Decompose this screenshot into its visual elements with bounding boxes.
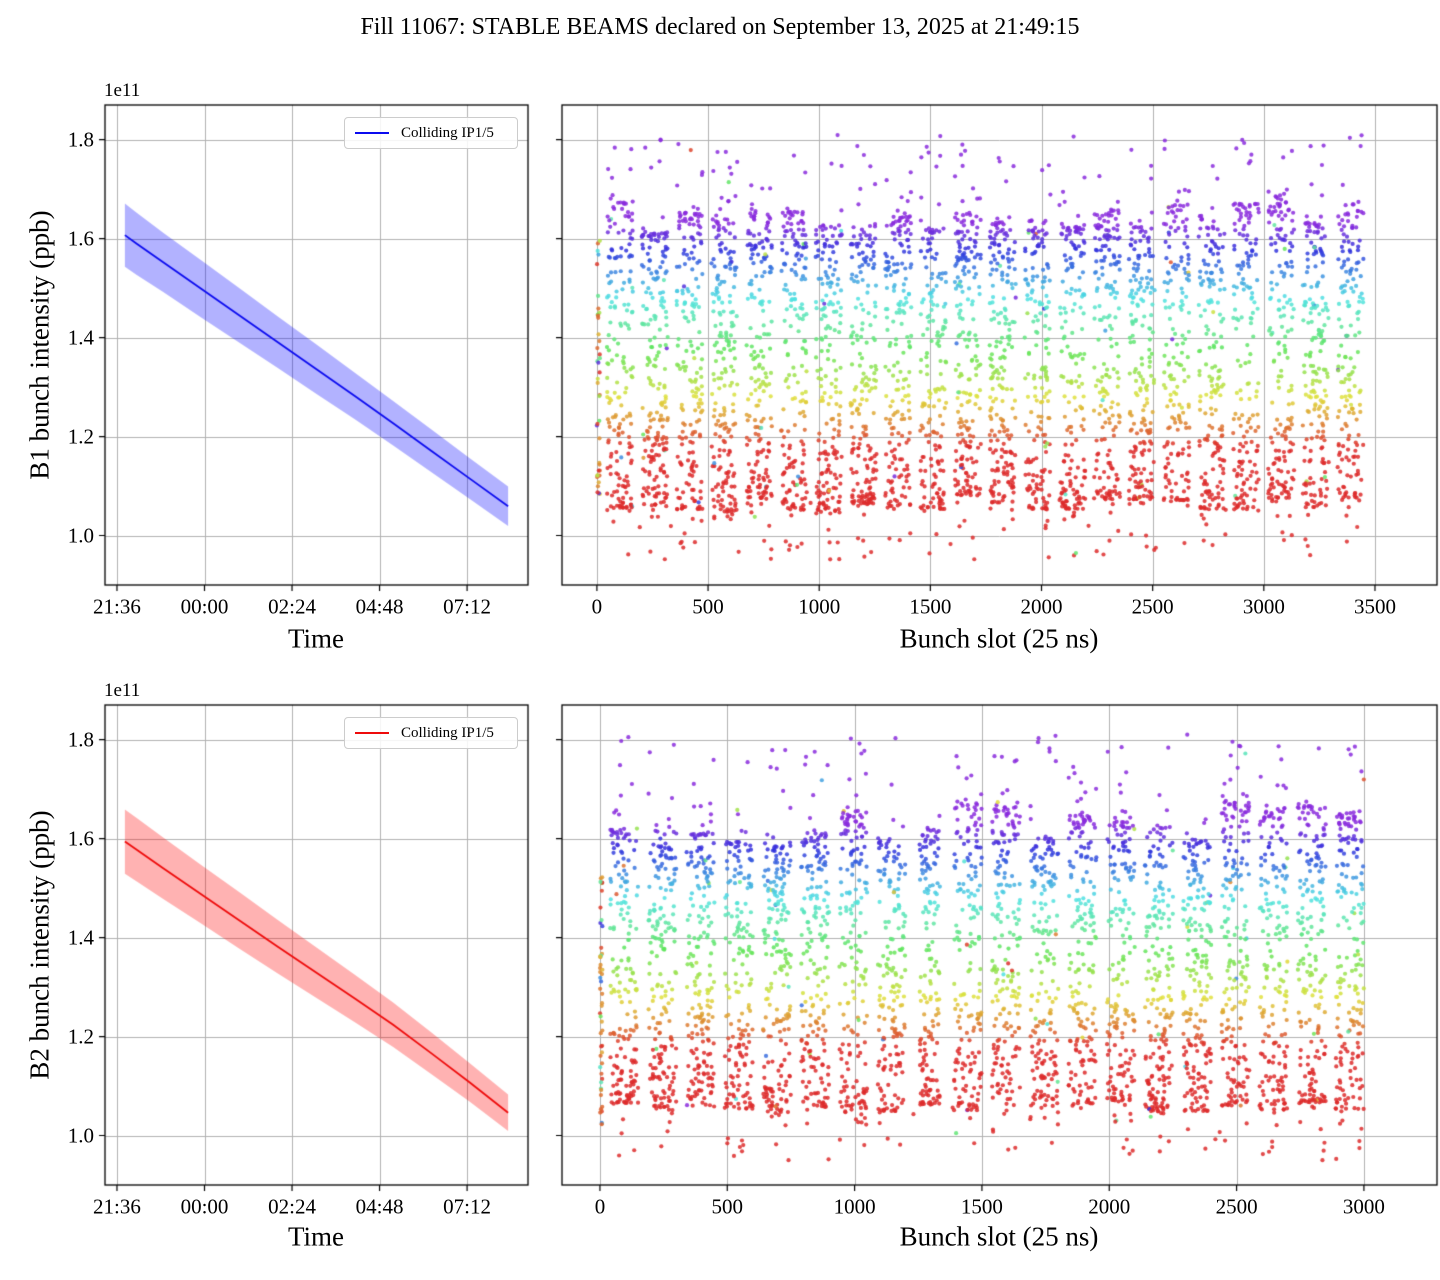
y-tick-label: 1.4 [67, 925, 94, 950]
x-tick-label: 00:00 [180, 1194, 229, 1219]
x-tick-label: 3000 [1342, 1194, 1385, 1219]
offset-text-b1: 1e11 [104, 80, 141, 101]
figure-title: Fill 11067: STABLE BEAMS declared on Sep… [360, 14, 1080, 40]
xlabel-b1-scatter: Bunch slot (25 ns) [899, 623, 1099, 654]
x-tick-label: 21:36 [93, 1194, 141, 1219]
x-tick-label: 500 [711, 1194, 744, 1219]
x-tick-label: 02:24 [268, 1194, 316, 1219]
y-tick-label: 1.8 [67, 127, 94, 152]
legend-b1-label: Colliding IP1/5 [401, 124, 494, 141]
ylabel-b1: B1 bunch intensity (ppb) [24, 210, 55, 480]
y-tick-label: 1.2 [67, 1024, 94, 1049]
x-tick-label: 1500 [909, 594, 952, 619]
legend-b2-line-sample [355, 731, 389, 735]
x-tick-label: 500 [692, 594, 724, 619]
x-tick-label: 1000 [833, 1194, 876, 1219]
y-tick-label: 1.8 [67, 727, 94, 752]
x-tick-label: 07:12 [443, 1194, 492, 1219]
x-tick-label: 07:12 [443, 594, 492, 619]
x-tick-label: 0 [591, 594, 603, 619]
x-tick-label: 04:48 [355, 1194, 404, 1219]
y-tick-label: 1.0 [67, 1123, 94, 1147]
y-tick-label: 1.6 [67, 826, 94, 851]
legend-b2: Colliding IP1/5 [344, 717, 518, 749]
x-tick-label: 0 [594, 1194, 606, 1219]
x-tick-label: 2000 [1088, 1194, 1131, 1219]
xlabel-b1-time: Time [287, 623, 345, 654]
legend-b1: Colliding IP1/5 [344, 117, 518, 149]
xlabel-b2-time: Time [287, 1221, 345, 1252]
x-tick-label: 02:24 [268, 594, 316, 619]
x-tick-label: 1000 [798, 594, 841, 619]
x-tick-label: 04:48 [355, 594, 404, 619]
x-tick-label: 2500 [1131, 594, 1174, 619]
legend-b2-label: Colliding IP1/5 [401, 724, 494, 741]
x-tick-label: 21:36 [93, 594, 141, 619]
y-tick-label: 1.2 [67, 424, 94, 449]
x-tick-label: 2000 [1020, 594, 1063, 619]
offset-text-b2: 1e11 [104, 680, 141, 701]
y-tick-label: 1.6 [67, 226, 94, 251]
xlabel-b2-scatter: Bunch slot (25 ns) [899, 1221, 1099, 1252]
x-tick-label: 3500 [1353, 594, 1396, 619]
legend-b1-line-sample [355, 131, 389, 135]
x-tick-label: 00:00 [180, 594, 229, 619]
y-tick-label: 1.0 [67, 523, 94, 547]
x-tick-label: 2500 [1215, 1194, 1258, 1219]
y-tick-label: 1.4 [67, 325, 94, 350]
ylabel-b2: B2 bunch intensity (ppb) [24, 810, 55, 1080]
x-tick-label: 3000 [1242, 594, 1285, 619]
x-tick-label: 1500 [960, 1194, 1003, 1219]
